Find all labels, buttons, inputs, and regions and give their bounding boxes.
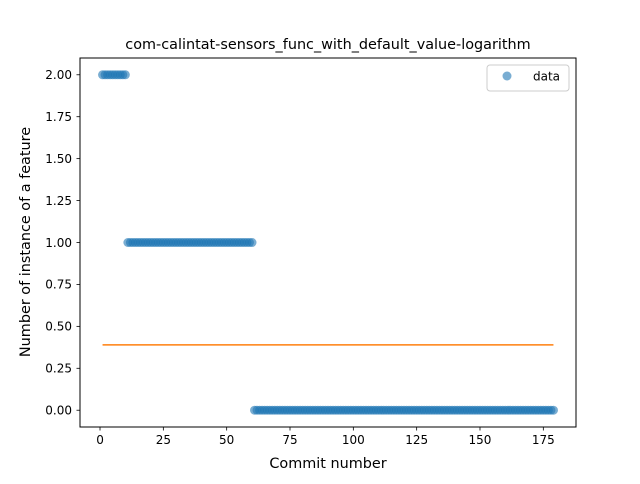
y-tick-label: 1.00 (45, 236, 72, 250)
x-tick-label: 50 (219, 433, 234, 447)
x-tick-label: 75 (282, 433, 297, 447)
x-axis-label: Commit number (269, 456, 386, 472)
axis-ticks: 0 25 50 75 100 125 150 175 0.00 0.25 0.50 0.75 1.00 1… (45, 68, 554, 447)
y-axis-label: Number of instance of a feature (18, 127, 34, 357)
data-point (247, 238, 257, 247)
y-tick-label: 0.00 (45, 404, 72, 418)
data-point (548, 405, 558, 415)
y-tick-label: 0.75 (45, 278, 72, 292)
y-tick-label: 0.50 (45, 320, 72, 334)
x-tick-label: 25 (156, 433, 171, 447)
x-tick-label: 175 (532, 433, 555, 447)
data-marks (98, 70, 558, 415)
legend-label: data (533, 70, 560, 84)
chart-title: com-calintat-sensors_func_with_default_v… (125, 37, 530, 53)
y-tick-label: 1.50 (45, 152, 72, 166)
y-tick-label: 1.75 (45, 110, 72, 124)
x-tick-label: 125 (405, 433, 428, 447)
x-tick-label: 0 (96, 433, 104, 447)
legend-box (486, 64, 570, 92)
y-tick-label: 2.00 (45, 68, 72, 82)
y-tick-label: 1.25 (45, 194, 72, 208)
data-point (120, 70, 130, 80)
legend-marker (502, 71, 512, 81)
x-tick-label: 100 (342, 433, 365, 447)
legend: data (486, 64, 570, 92)
x-tick-label: 150 (469, 433, 492, 447)
y-tick-label: 0.25 (45, 362, 72, 376)
